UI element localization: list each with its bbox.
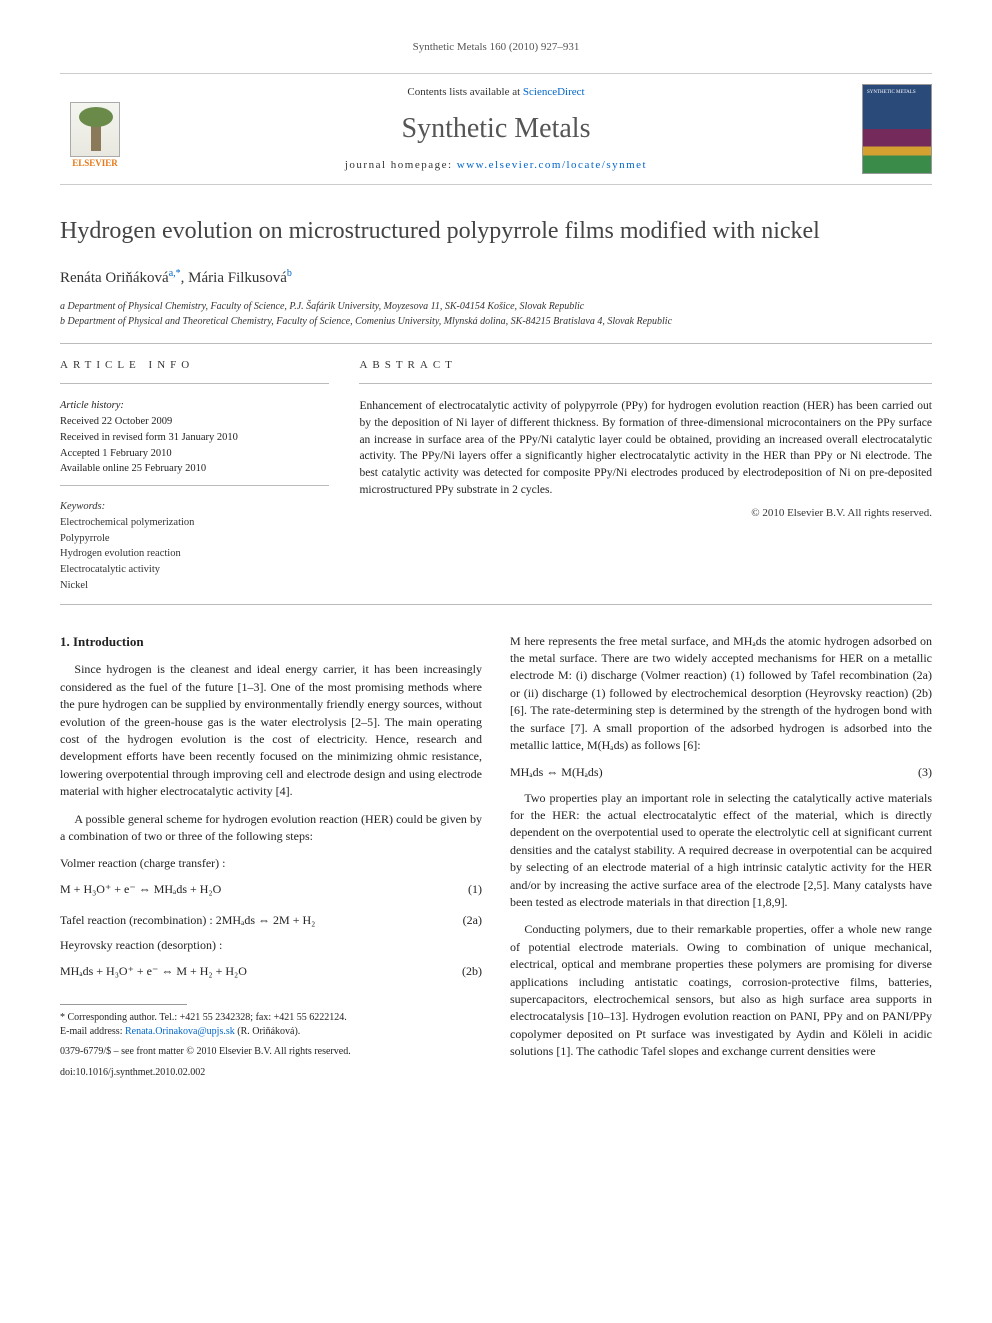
footnote-separator bbox=[60, 1004, 187, 1005]
affiliation-b: b Department of Physical and Theoretical… bbox=[60, 314, 932, 329]
abstract-copyright: © 2010 Elsevier B.V. All rights reserved… bbox=[359, 506, 932, 521]
paragraph: M here represents the free metal surface… bbox=[510, 633, 932, 755]
abstract-column: abstract Enhancement of electrocatalytic… bbox=[359, 358, 932, 594]
issn-line: 0379-6779/$ – see front matter © 2010 El… bbox=[60, 1045, 482, 1060]
equation-2a-formula: Tafel reaction (recombination) : 2MHₐds … bbox=[60, 912, 315, 929]
equation-3-formula: MHₐds ⇔ M(Hₐds) bbox=[510, 764, 603, 781]
equation-2b: MHₐds + H₃O⁺ + e⁻ ⇔ M + H₂ + H₂O (2b) bbox=[60, 963, 482, 980]
homepage-link[interactable]: www.elsevier.com/locate/synmet bbox=[457, 159, 647, 171]
contents-available-line: Contents lists available at ScienceDirec… bbox=[148, 85, 844, 100]
article-info-column: article info Article history: Received 2… bbox=[60, 358, 329, 594]
divider bbox=[60, 383, 329, 384]
email-label: E-mail address: bbox=[60, 1026, 125, 1037]
history-revised: Received in revised form 31 January 2010 bbox=[60, 430, 329, 446]
section-heading-intro: 1. Introduction bbox=[60, 633, 482, 652]
author-2-affil-sup: b bbox=[287, 268, 292, 279]
contents-prefix: Contents lists available at bbox=[407, 86, 522, 98]
equation-label-heyrovsky: Heyrovsky reaction (desorption) : bbox=[60, 937, 482, 954]
abstract-heading: abstract bbox=[359, 358, 932, 373]
elsevier-tree-icon bbox=[70, 102, 120, 157]
history-received: Received 22 October 2009 bbox=[60, 414, 329, 430]
homepage-line: journal homepage: www.elsevier.com/locat… bbox=[148, 158, 844, 173]
homepage-prefix: journal homepage: bbox=[345, 159, 457, 171]
email-suffix: (R. Oriňáková). bbox=[237, 1026, 300, 1037]
author-2: Mária Filkusová bbox=[188, 270, 287, 286]
author-1: Renáta Oriňáková bbox=[60, 270, 169, 286]
article-info-heading: article info bbox=[60, 358, 329, 373]
equation-label-volmer: Volmer reaction (charge transfer) : bbox=[60, 855, 482, 872]
article-body: 1. Introduction Since hydrogen is the cl… bbox=[60, 633, 932, 1081]
equation-1: M + H₃O⁺ + e⁻ ⇔ MHₐds + H₂O (1) bbox=[60, 881, 482, 898]
paragraph: Two properties play an important role in… bbox=[510, 790, 932, 912]
paragraph: Since hydrogen is the cleanest and ideal… bbox=[60, 661, 482, 800]
article-title: Hydrogen evolution on microstructured po… bbox=[60, 215, 932, 249]
keywords-list: Electrochemical polymerization Polypyrro… bbox=[60, 515, 329, 594]
article-history: Article history: Received 22 October 200… bbox=[60, 398, 329, 477]
journal-name: Synthetic Metals bbox=[148, 109, 844, 148]
running-head: Synthetic Metals 160 (2010) 927–931 bbox=[60, 40, 932, 55]
divider bbox=[60, 604, 932, 605]
elsevier-logo: ELSEVIER bbox=[60, 89, 130, 169]
divider bbox=[60, 343, 932, 344]
history-accepted: Accepted 1 February 2010 bbox=[60, 446, 329, 462]
author-list: Renáta Oriňákováa,*, Mária Filkusováb bbox=[60, 267, 932, 289]
history-label: Article history: bbox=[60, 398, 329, 414]
sciencedirect-link[interactable]: ScienceDirect bbox=[523, 86, 585, 98]
paragraph: Conducting polymers, due to their remark… bbox=[510, 921, 932, 1060]
divider bbox=[60, 485, 329, 486]
keyword: Polypyrrole bbox=[60, 531, 329, 547]
affiliation-list: a Department of Physical Chemistry, Facu… bbox=[60, 299, 932, 329]
equation-2a: Tafel reaction (recombination) : 2MHₐds … bbox=[60, 912, 482, 929]
journal-cover-thumbnail bbox=[862, 84, 932, 174]
keyword: Hydrogen evolution reaction bbox=[60, 546, 329, 562]
email-link[interactable]: Renata.Orinakova@upjs.sk bbox=[125, 1026, 235, 1037]
info-abstract-row: article info Article history: Received 2… bbox=[60, 358, 932, 594]
paragraph: A possible general scheme for hydrogen e… bbox=[60, 811, 482, 846]
history-online: Available online 25 February 2010 bbox=[60, 461, 329, 477]
journal-block: Contents lists available at ScienceDirec… bbox=[148, 85, 844, 173]
equation-3: MHₐds ⇔ M(Hₐds) (3) bbox=[510, 764, 932, 781]
equation-3-number: (3) bbox=[918, 764, 932, 781]
keyword: Electrocatalytic activity bbox=[60, 562, 329, 578]
abstract-text: Enhancement of electrocatalytic activity… bbox=[359, 398, 932, 498]
author-1-affil-sup: a,* bbox=[169, 268, 181, 279]
email-line: E-mail address: Renata.Orinakova@upjs.sk… bbox=[60, 1025, 482, 1039]
corr-line: * Corresponding author. Tel.: +421 55 23… bbox=[60, 1011, 482, 1025]
elsevier-name: ELSEVIER bbox=[72, 157, 118, 170]
equation-2b-number: (2b) bbox=[462, 963, 482, 980]
equation-2b-formula: MHₐds + H₃O⁺ + e⁻ ⇔ M + H₂ + H₂O bbox=[60, 963, 247, 980]
corresponding-footnote-block: * Corresponding author. Tel.: +421 55 23… bbox=[60, 1004, 482, 1080]
affiliation-a: a Department of Physical Chemistry, Facu… bbox=[60, 299, 932, 314]
equation-2a-number: (2a) bbox=[463, 912, 482, 929]
equation-1-number: (1) bbox=[468, 881, 482, 898]
corresponding-author-footnote: * Corresponding author. Tel.: +421 55 23… bbox=[60, 1011, 482, 1039]
divider bbox=[359, 383, 932, 384]
keyword: Nickel bbox=[60, 578, 329, 594]
keywords-label: Keywords: bbox=[60, 500, 329, 515]
doi-line: doi:10.1016/j.synthmet.2010.02.002 bbox=[60, 1066, 482, 1081]
journal-header: ELSEVIER Contents lists available at Sci… bbox=[60, 73, 932, 185]
keyword: Electrochemical polymerization bbox=[60, 515, 329, 531]
equation-1-formula: M + H₃O⁺ + e⁻ ⇔ MHₐds + H₂O bbox=[60, 881, 221, 898]
